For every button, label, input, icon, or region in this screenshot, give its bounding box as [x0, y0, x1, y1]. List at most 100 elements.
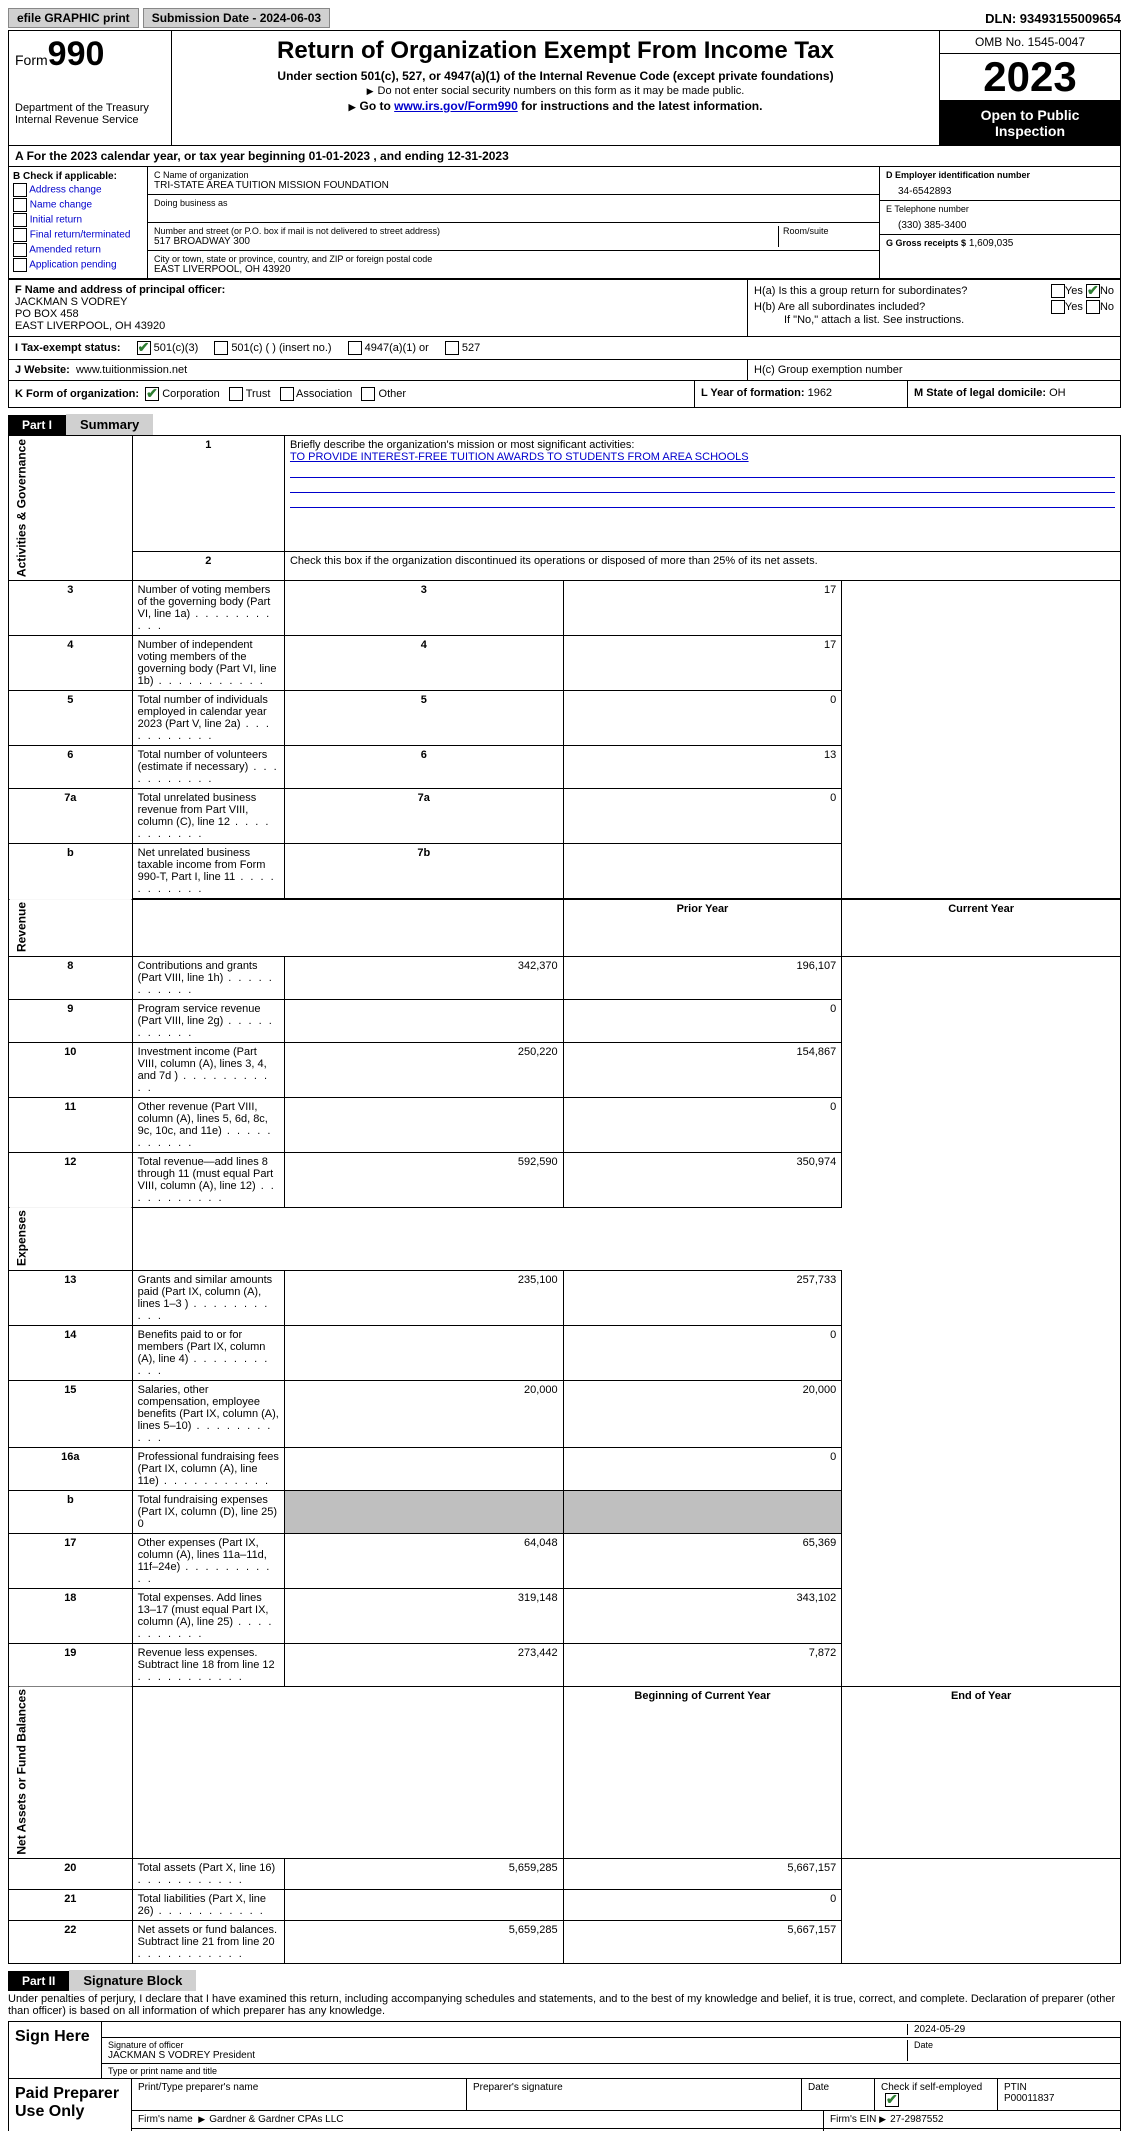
phone: (330) 385-3400: [886, 214, 1114, 231]
vlabel-expenses: Expenses: [9, 1207, 133, 1270]
tax-year: 2023: [940, 54, 1120, 101]
officer-sig: JACKMAN S VODREY President: [108, 2050, 907, 2061]
officer-l1: JACKMAN S VODREY: [15, 296, 741, 308]
chk-527[interactable]: [445, 341, 459, 355]
form990-link[interactable]: www.irs.gov/Form990: [394, 99, 518, 113]
phone-label: E Telephone number: [886, 204, 1114, 214]
begin-hdr: Beginning of Current Year: [563, 1686, 842, 1859]
prep-sig-lbl: Preparer's signature: [473, 2082, 795, 2093]
part1-tab: Part I: [8, 415, 66, 435]
open-2: Inspection: [944, 123, 1116, 139]
k-label: K Form of organization:: [15, 388, 139, 400]
chk-trust[interactable]: [229, 387, 243, 401]
form-outer: Form990 Department of the Treasury Inter…: [8, 30, 1121, 408]
chk-address-change[interactable]: Address change: [13, 183, 143, 197]
website-label: J Website:: [15, 364, 70, 376]
hb2-label: If "No," attach a list. See instructions…: [754, 314, 1114, 326]
officer-l3: EAST LIVERPOOL, OH 43920: [15, 320, 741, 332]
ein: 34-6542893: [886, 180, 1114, 197]
hb-label: H(b) Are all subordinates included?: [754, 301, 1051, 313]
dept-2: Internal Revenue Service: [15, 114, 165, 126]
form-number: 990: [48, 35, 105, 73]
goto-b: for instructions and the latest informat…: [518, 99, 763, 113]
chk-other[interactable]: [361, 387, 375, 401]
ha-yes[interactable]: [1051, 284, 1065, 298]
city-label: City or town, state or province, country…: [154, 254, 873, 264]
chk-self-employed[interactable]: [885, 2093, 899, 2107]
tax-label: I Tax-exempt status:: [15, 342, 121, 354]
firm-name-lbl: Firm's name: [138, 2114, 193, 2125]
officer-l2: PO BOX 458: [15, 308, 741, 320]
chk-501c[interactable]: [214, 341, 228, 355]
date-lbl: Date: [914, 2040, 1114, 2050]
type-lbl: Type or print name and title: [108, 2066, 217, 2076]
chk-name-change[interactable]: Name change: [13, 198, 143, 212]
chk-4947[interactable]: [348, 341, 362, 355]
form-prefix: Form: [15, 52, 48, 68]
line-a: A For the 2023 calendar year, or tax yea…: [9, 146, 1120, 167]
vlabel-revenue: Revenue: [9, 899, 133, 956]
org-name: TRI-STATE AREA TUITION MISSION FOUNDATIO…: [154, 180, 873, 191]
sig-date: 2024-05-29: [907, 2024, 1114, 2035]
part2-title: Signature Block: [69, 1970, 196, 1991]
firm-name: Gardner & Gardner CPAs LLC: [209, 2114, 343, 2125]
ha-label: H(a) Is this a group return for subordin…: [754, 285, 1051, 297]
addr-label: Number and street (or P.O. box if mail i…: [154, 226, 778, 236]
box-b-header: B Check if applicable:: [13, 171, 143, 182]
omb-number: OMB No. 1545-0047: [940, 31, 1120, 54]
chk-amended[interactable]: Amended return: [13, 243, 143, 257]
chk-initial-return[interactable]: Initial return: [13, 213, 143, 227]
ein-label: D Employer identification number: [886, 170, 1114, 180]
city: EAST LIVERPOOL, OH 43920: [154, 264, 873, 275]
submission-date: Submission Date - 2024-06-03: [143, 8, 330, 28]
m-val: OH: [1049, 387, 1066, 399]
sigoff-lbl: Signature of officer: [108, 2040, 907, 2050]
current-hdr: Current Year: [842, 899, 1121, 956]
dln: DLN: 93493155009654: [985, 11, 1121, 26]
l-val: 1962: [808, 387, 832, 399]
sig-declaration: Under penalties of perjury, I declare th…: [8, 1991, 1121, 2019]
ptin-val: P00011837: [1004, 2093, 1114, 2104]
chk-assoc[interactable]: [280, 387, 294, 401]
ha-no[interactable]: [1086, 284, 1100, 298]
hb-no[interactable]: [1086, 300, 1100, 314]
part1-title: Summary: [66, 414, 153, 435]
dba-label: Doing business as: [154, 198, 873, 208]
q1: Briefly describe the organization's miss…: [290, 439, 634, 451]
chk-final-return[interactable]: Final return/terminated: [13, 228, 143, 242]
paid-preparer-label: Paid Preparer Use Only: [9, 2079, 132, 2131]
officer-label: F Name and address of principal officer:: [15, 284, 741, 296]
addr: 517 BROADWAY 300: [154, 236, 778, 247]
room-label: Room/suite: [783, 226, 873, 236]
form-title: Return of Organization Exempt From Incom…: [180, 37, 931, 65]
prior-hdr: Prior Year: [563, 899, 842, 956]
gross-label: G Gross receipts $: [886, 238, 966, 248]
prep-name-lbl: Print/Type preparer's name: [138, 2082, 460, 2093]
mission-text[interactable]: TO PROVIDE INTEREST-FREE TUITION AWARDS …: [290, 451, 749, 463]
prep-date-lbl: Date: [808, 2082, 868, 2093]
sign-here: Sign Here: [9, 2022, 102, 2078]
summary-table: Activities & Governance 1 Briefly descri…: [8, 435, 1121, 1964]
part2-tab: Part II: [8, 1971, 69, 1991]
vlabel-net: Net Assets or Fund Balances: [9, 1686, 133, 1859]
gross-val: 1,609,035: [969, 238, 1014, 249]
vlabel-activities: Activities & Governance: [9, 436, 133, 581]
firm-ein: 27-2987552: [890, 2114, 943, 2125]
goto-a: Go to: [359, 99, 394, 113]
open-1: Open to Public: [944, 107, 1116, 123]
website-val: www.tuitionmission.net: [76, 364, 187, 376]
firm-ein-lbl: Firm's EIN: [830, 2114, 876, 2125]
chk-501c3[interactable]: [137, 341, 151, 355]
hb-yes[interactable]: [1051, 300, 1065, 314]
end-hdr: End of Year: [842, 1686, 1121, 1859]
q2: Check this box if the organization disco…: [290, 555, 818, 567]
efile-badge: efile GRAPHIC print: [8, 8, 139, 28]
subtitle-2: Do not enter social security numbers on …: [180, 85, 931, 97]
m-label: M State of legal domicile:: [914, 387, 1046, 399]
ptin-lbl: PTIN: [1004, 2082, 1114, 2093]
dept-1: Department of the Treasury: [15, 102, 165, 114]
subtitle-1: Under section 501(c), 527, or 4947(a)(1)…: [180, 69, 931, 83]
chk-pending[interactable]: Application pending: [13, 258, 143, 272]
hc-label: H(c) Group exemption number: [754, 364, 903, 376]
chk-corp[interactable]: [145, 387, 159, 401]
